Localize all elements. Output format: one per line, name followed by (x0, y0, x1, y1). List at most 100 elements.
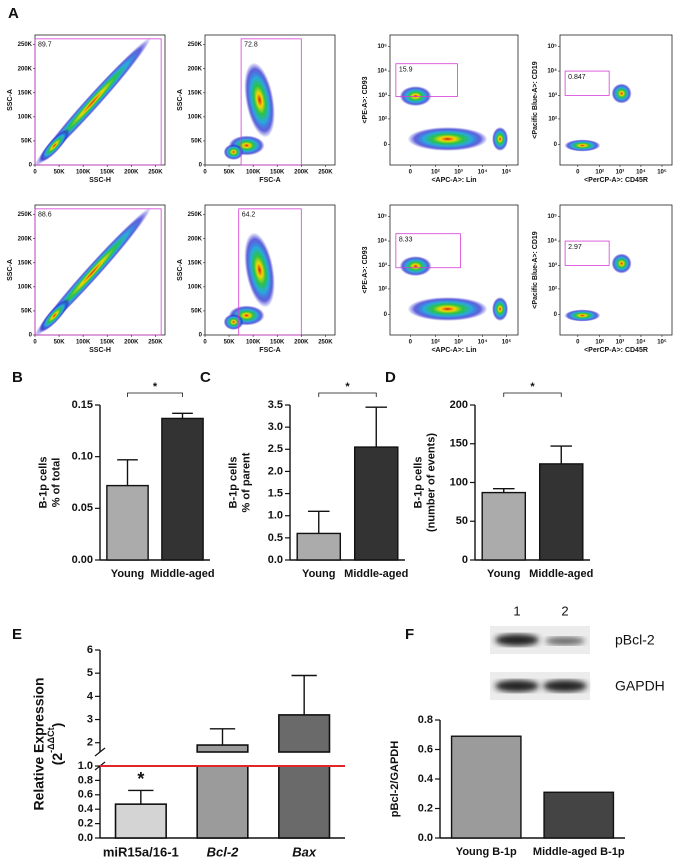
y-tick-label: 10⁵ (378, 214, 388, 220)
x-tick-label: 100K (76, 170, 91, 176)
y-tick-label: 3.0 (268, 421, 283, 433)
x-tick-label: 10³ (616, 339, 625, 346)
x-axis-label: FSC-A (259, 177, 280, 184)
panel-letter: F (405, 626, 414, 643)
y-tick-label: 0.6 (418, 743, 433, 755)
x-tick-label: 10⁵ (502, 340, 512, 346)
y-axis-label: SSC-A (7, 259, 14, 281)
y-tick-label: 200 (450, 399, 468, 411)
x-tick-label: 100K (246, 170, 261, 176)
y-tick-label: 50K (191, 139, 203, 145)
y-tick-label: 10⁴ (377, 239, 387, 245)
y-tick-label: 0.0 (268, 554, 283, 566)
y-tick-label: 10⁴ (377, 69, 387, 75)
gate-label: 2.97 (568, 244, 582, 251)
x-tick-label: 100K (76, 340, 91, 346)
y-axis-label: pBcl-2/GAPDH (389, 741, 401, 817)
y-tick-label: 0.8 (78, 774, 93, 786)
x-tick-label: Middle-aged (150, 568, 214, 580)
lane-label: 1 (513, 603, 520, 618)
plot-frame (389, 34, 519, 166)
y-tick-label: 0.4 (78, 803, 94, 815)
lane-label: 2 (561, 603, 568, 618)
x-tick-label: 0 (409, 340, 413, 346)
y-tick-label: 250K (188, 42, 203, 48)
y-tick-label: 0 (199, 333, 203, 339)
y-tick-label: 0.10 (72, 451, 93, 463)
y-tick-label: 0.05 (72, 502, 93, 514)
x-tick-label: 150K (100, 340, 115, 346)
x-tick-label: 10³ (454, 339, 463, 346)
y-axis-unit: (2-ΔΔCt) (46, 723, 64, 766)
x-tick-label: Middle-aged (344, 568, 408, 580)
density-blob (564, 139, 601, 152)
x-axis-label: <PerCP-A>: CD45R (584, 177, 648, 184)
y-tick-label: 0.8 (418, 714, 433, 726)
plot-frame (559, 204, 673, 336)
panel-letter: D (385, 369, 396, 386)
y-tick-label: 0 (384, 142, 388, 148)
bar (278, 714, 331, 753)
y-tick-label: 4 (87, 690, 94, 702)
y-axis-label: B-1p cells (37, 457, 49, 509)
y-tick-label: 10² (378, 115, 387, 122)
bar (353, 446, 399, 561)
y-axis-label: <PE-A>: CD93 (362, 246, 369, 293)
x-axis-label: SSC-H (89, 177, 111, 184)
density-blob (399, 256, 432, 277)
density-blob (407, 297, 488, 321)
y-tick-label: 10³ (548, 92, 557, 99)
panel-letter: A (8, 5, 19, 22)
x-tick-label: 150K (270, 170, 285, 176)
axis-break (94, 747, 106, 757)
y-axis-label: <Pacific Blue-A>: CD19 (532, 61, 539, 139)
unit-base: (2 (49, 753, 65, 766)
bar (106, 484, 149, 561)
bar (196, 765, 249, 839)
x-tick-label: 250K (318, 170, 333, 176)
y-tick-label: 200K (18, 66, 33, 72)
density-blob (223, 144, 244, 160)
bar (196, 744, 249, 753)
y-tick-label: 0.2 (418, 802, 433, 814)
y-tick-label: 250K (18, 212, 33, 218)
gate (34, 208, 162, 336)
density-cloud (35, 207, 152, 335)
gate-label: 89.7 (38, 42, 52, 49)
panel-letter: B (12, 369, 23, 386)
y-tick-label: 50 (456, 515, 468, 527)
y-tick-label: 2.5 (268, 443, 283, 455)
x-tick-label: 10⁵ (502, 170, 512, 176)
x-tick-label: 10⁴ (478, 170, 488, 176)
y-tick-label: 0 (384, 312, 388, 318)
panel-letter: E (12, 626, 22, 643)
y-tick-label: 0.4 (418, 773, 434, 785)
density-blob (399, 86, 432, 107)
x-tick-label: 0 (576, 170, 580, 176)
density-blob (407, 127, 488, 151)
x-tick-label: 10⁴ (478, 340, 488, 346)
y-tick-label: 1.0 (78, 760, 93, 772)
density-cloud (399, 86, 509, 151)
x-tick-label: 10⁵ (657, 170, 667, 176)
y-tick-label: 100K (18, 114, 33, 120)
x-axis-label: <PerCP-A>: CD45R (584, 347, 648, 354)
x-tick-label: Young (111, 568, 144, 580)
significance-bracket (503, 392, 562, 397)
y-tick-label: 200K (188, 66, 203, 72)
y-tick-label: 50K (21, 309, 33, 315)
gate (240, 38, 302, 166)
y-tick-label: 10⁵ (548, 44, 558, 50)
y-tick-label: 10⁴ (547, 239, 557, 245)
y-axis-label: SSC-A (177, 89, 184, 111)
gate-label: 64.2 (242, 212, 256, 219)
gate (34, 38, 162, 166)
y-tick-label: 10² (548, 115, 557, 122)
x-tick-label: Middle-aged B-1p (533, 846, 625, 858)
gate (395, 63, 458, 97)
gate-label: 15.9 (399, 67, 413, 74)
y-axis-label: SSC-A (7, 89, 14, 111)
bar (481, 491, 527, 561)
x-tick-label: 200K (124, 170, 139, 176)
y-tick-label: 10⁵ (378, 44, 388, 50)
